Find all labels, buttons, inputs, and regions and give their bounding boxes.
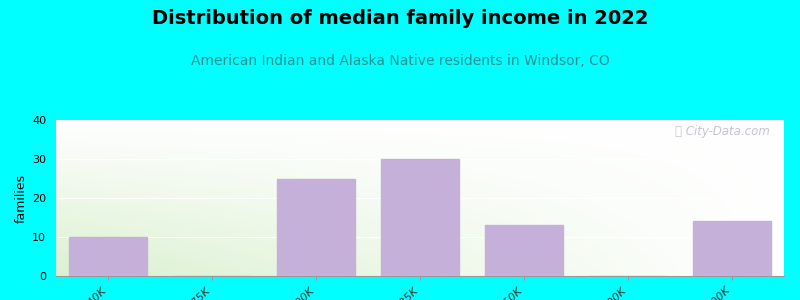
Text: Distribution of median family income in 2022: Distribution of median family income in … bbox=[152, 9, 648, 28]
Text: ⓘ City-Data.com: ⓘ City-Data.com bbox=[674, 125, 770, 138]
Bar bbox=[693, 221, 771, 276]
Text: American Indian and Alaska Native residents in Windsor, CO: American Indian and Alaska Native reside… bbox=[190, 54, 610, 68]
Bar bbox=[69, 237, 147, 276]
Bar bbox=[277, 178, 355, 276]
Y-axis label: families: families bbox=[15, 173, 28, 223]
Bar bbox=[485, 225, 563, 276]
Bar bbox=[381, 159, 459, 276]
